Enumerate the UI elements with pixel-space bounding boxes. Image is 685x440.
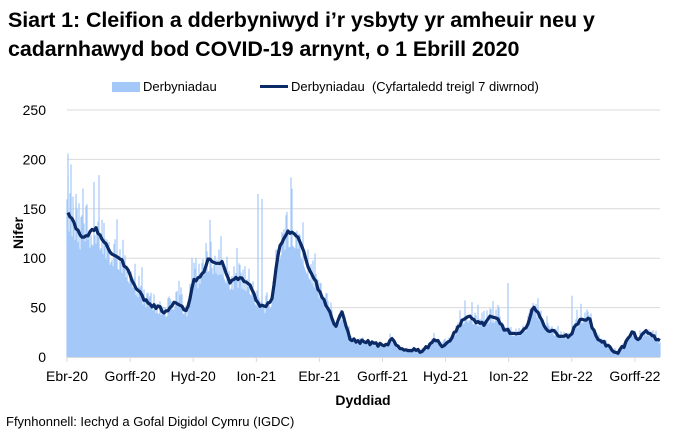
legend-item-bars: Derbyniadau [112, 79, 217, 94]
x-tick-label: Gorff-20 [105, 368, 156, 384]
gridlines [67, 109, 660, 309]
x-tick-label: Gorff-21 [357, 368, 408, 384]
legend-line-label: Derbyniadau (Cyfartaledd treigl 7 diwrno… [291, 79, 539, 94]
daily-admissions-bars [66, 153, 661, 357]
x-tick-label: Hyd-20 [171, 368, 216, 384]
x-tick-label: Ion-22 [489, 368, 529, 384]
legend: Derbyniadau Derbyniadau (Cyfartaledd tre… [0, 79, 685, 97]
chart-title-line-1: Siart 1: Cleifion a dderbyniwyd i’r ysby… [8, 8, 595, 32]
legend-item-line: Derbyniadau (Cyfartaledd treigl 7 diwrno… [260, 79, 539, 94]
bar-swatch-icon [112, 81, 140, 92]
y-tick-label: 150 [23, 201, 47, 217]
y-tick-label: 250 [23, 102, 47, 118]
x-tick-label: Ebr-22 [551, 368, 593, 384]
axes: 0 50 100 150 200 250 Ebr-20 Gorff-20 Hyd-20 Ion-2… [10, 102, 661, 408]
y-tick-label: 200 [23, 151, 47, 167]
y-tick-label: 100 [23, 250, 47, 266]
y-tick-label: 0 [38, 349, 46, 365]
rolling-average-line [66, 211, 661, 355]
bars-body [67, 228, 660, 357]
x-tick-label: Ion-21 [236, 368, 276, 384]
legend-bar-label: Derbyniadau [143, 79, 217, 94]
y-axis-title: Nifer [10, 217, 26, 249]
x-tick-label: Ebr-20 [46, 368, 88, 384]
y-tick-label: 50 [30, 300, 46, 316]
x-tick-label: Ebr-21 [298, 368, 340, 384]
source-note: Ffynhonnell: Iechyd a Gofal Digidol Cymr… [6, 414, 295, 429]
x-tick-label: Gorff-22 [609, 368, 660, 384]
chart-title-line-2: cadarnhawyd bod COVID-19 arnynt, o 1 Ebr… [8, 37, 520, 61]
line-swatch-icon [260, 85, 288, 88]
x-axis-title: Dyddiad [335, 392, 390, 408]
chart-title: Siart 1: Cleifion a dderbyniwyd i’r ysby… [8, 6, 685, 64]
x-tick-label: Hyd-21 [423, 368, 468, 384]
